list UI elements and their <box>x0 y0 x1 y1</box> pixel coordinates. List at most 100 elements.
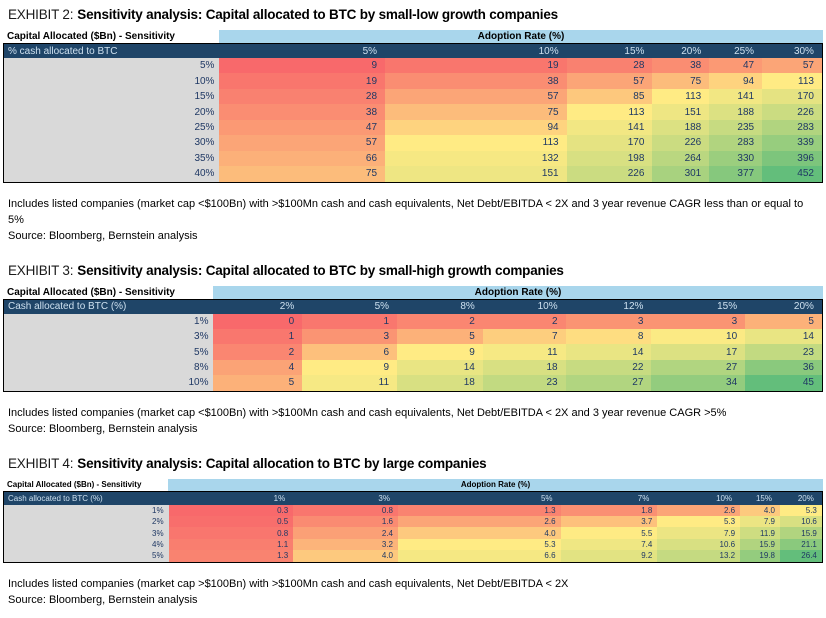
table-body-box: Cash allocated to BTC (%) 2% 5% 8% 10% 12% 15%… <box>3 298 823 392</box>
row-label: 2% <box>4 516 169 528</box>
table-row: 10% 5 11 18 23 27 34 45 <box>4 375 822 391</box>
heatmap-cell: 21.1 <box>780 538 822 551</box>
heatmap-cell: 330 <box>709 150 763 167</box>
adoption-rate-header: Adoption Rate (%) <box>167 478 823 491</box>
heatmap-cell: 2 <box>482 313 566 329</box>
footnote-block: Includes listed companies (market cap >$… <box>8 576 823 608</box>
heatmap-cell: 4.0 <box>397 527 561 539</box>
table-row: 5% 9 19 28 38 47 57 <box>4 58 822 74</box>
sensitivity-table: Capital Allocated ($Bn) - Sensitivity Ado… <box>3 285 823 392</box>
column-header: 10% <box>538 45 559 57</box>
heatmap-cell: 283 <box>762 119 822 136</box>
exhibit-heading: EXHIBIT 4: Sensitivity analysis: Capital … <box>8 456 823 471</box>
heatmap-cell: 9 <box>302 359 398 376</box>
heatmap-cell: 1.3 <box>397 504 561 517</box>
table-row: 5% 2 6 9 11 14 17 23 <box>4 344 822 360</box>
heatmap-cell: 94 <box>385 119 567 136</box>
column-header: 1% <box>273 493 286 503</box>
heatmap-cell: 0.5 <box>168 516 294 528</box>
heatmap-cell: 18 <box>397 375 483 391</box>
heatmap-cell: 94 <box>709 73 763 89</box>
footnote: 5% <box>8 213 24 226</box>
row-label: 10% <box>4 73 220 89</box>
source-note: Source: Bloomberg, Bernstein analysis <box>8 593 198 606</box>
heatmap-cell: 23 <box>745 344 822 360</box>
heatmap-cell: 226 <box>762 104 822 120</box>
heatmap-cell: 9.2 <box>560 550 658 562</box>
table-row: 2% 0.5 1.6 2.6 3.7 5.3 7.9 10.6 <box>4 516 822 528</box>
column-header: 20% <box>681 45 702 57</box>
heatmap-cell: 452 <box>762 166 822 182</box>
heatmap-cell: 7.4 <box>560 538 658 551</box>
row-label: 1% <box>4 313 214 329</box>
column-header: 10% <box>716 493 733 503</box>
heatmap-cell: 75 <box>652 73 710 89</box>
row-label: 3% <box>4 527 169 539</box>
heatmap-cell: 19.8 <box>740 550 780 562</box>
table-row: 40% 75 151 226 301 377 452 <box>4 166 822 182</box>
heatmap-cell: 57 <box>762 58 822 74</box>
heatmap-cell: 38 <box>652 58 710 74</box>
heatmap-cell: 0 <box>213 313 303 329</box>
heatmap-cell: 0.8 <box>293 504 398 517</box>
heatmap-cell: 10.6 <box>657 538 741 551</box>
table-header-row: Capital Allocated ($Bn) - Sensitivity Ado… <box>3 30 823 43</box>
heatmap-cell: 75 <box>219 166 386 182</box>
column-header: 5% <box>362 45 378 57</box>
heatmap-cell: 151 <box>385 166 567 182</box>
heatmap-cell: 5 <box>397 328 483 345</box>
heatmap-cell: 6.6 <box>397 550 561 562</box>
heatmap-cell: 5 <box>213 375 303 391</box>
heatmap-cell: 15.9 <box>780 527 822 539</box>
heatmap-cell: 38 <box>385 73 567 89</box>
row-label: 5% <box>4 344 214 360</box>
heatmap-cell: 3 <box>651 313 746 329</box>
exhibit-section: EXHIBIT 3: Sensitivity analysis: Capital … <box>3 263 823 437</box>
heatmap-cell: 27 <box>651 359 746 376</box>
heatmap-cell: 47 <box>219 119 386 136</box>
heatmap-cell: 14 <box>565 344 652 360</box>
heatmap-cell: 226 <box>566 166 653 182</box>
column-header: 2% <box>279 301 295 312</box>
heatmap-cell: 0.8 <box>168 527 294 539</box>
heatmap-cell: 19 <box>219 73 386 89</box>
heatmap-cell: 17 <box>651 344 746 360</box>
heatmap-cell: 113 <box>762 73 822 89</box>
row-label: 30% <box>4 135 220 151</box>
row-label: 3% <box>4 328 214 345</box>
row-label: 1% <box>4 504 169 517</box>
table-row: 15% 28 57 85 113 141 170 <box>4 88 822 105</box>
heatmap-cell: 18 <box>482 359 566 376</box>
heatmap-cell: 1.3 <box>168 550 294 562</box>
heatmap-cell: 11 <box>482 344 566 360</box>
heatmap-cell: 377 <box>709 166 763 182</box>
heatmap-cell: 8 <box>565 328 652 345</box>
footnote: Includes listed companies (market cap >$… <box>8 577 569 590</box>
table-header-row: Capital Allocated ($Bn) - Sensitivity Ado… <box>3 478 823 491</box>
corner-header: Capital Allocated ($Bn) - Sensitivity <box>3 30 219 43</box>
heatmap-cell: 2 <box>397 313 483 329</box>
heatmap-cell: 28 <box>566 58 653 74</box>
row-label: 15% <box>4 88 220 105</box>
column-header: 15% <box>624 45 645 57</box>
row-label: 10% <box>4 375 214 391</box>
heatmap-cell: 1.1 <box>168 538 294 551</box>
heatmap-cell: 396 <box>762 150 822 167</box>
table-row: 4% 1.1 3.2 5.3 7.4 10.6 15.9 21.1 <box>4 538 822 551</box>
exhibit-section: EXHIBIT 2: Sensitivity analysis: Capital … <box>3 7 823 244</box>
heatmap-cell: 7.9 <box>657 527 741 539</box>
heatmap-cell: 170 <box>566 135 653 151</box>
heatmap-cell: 28 <box>219 88 386 105</box>
table-body-box: Cash allocated to BTC (%) 1% 3% 5% 7% 10% 15% 2… <box>3 490 823 563</box>
heatmap-cell: 13.2 <box>657 550 741 562</box>
heatmap-cell: 9 <box>219 58 386 74</box>
heatmap-cell: 45 <box>745 375 822 391</box>
table-body-box: % cash allocated to BTC 5% 10% 15% 20% 25% 30%… <box>3 43 823 183</box>
adoption-rate-header: Adoption Rate (%) <box>218 30 823 43</box>
exhibit-title: Sensitivity analysis: Capital allocation… <box>77 455 487 471</box>
heatmap-cell: 113 <box>385 135 567 151</box>
heatmap-cell: 14 <box>397 359 483 376</box>
row-label: 4% <box>4 538 169 551</box>
exhibit-label: EXHIBIT 2: <box>8 7 74 22</box>
